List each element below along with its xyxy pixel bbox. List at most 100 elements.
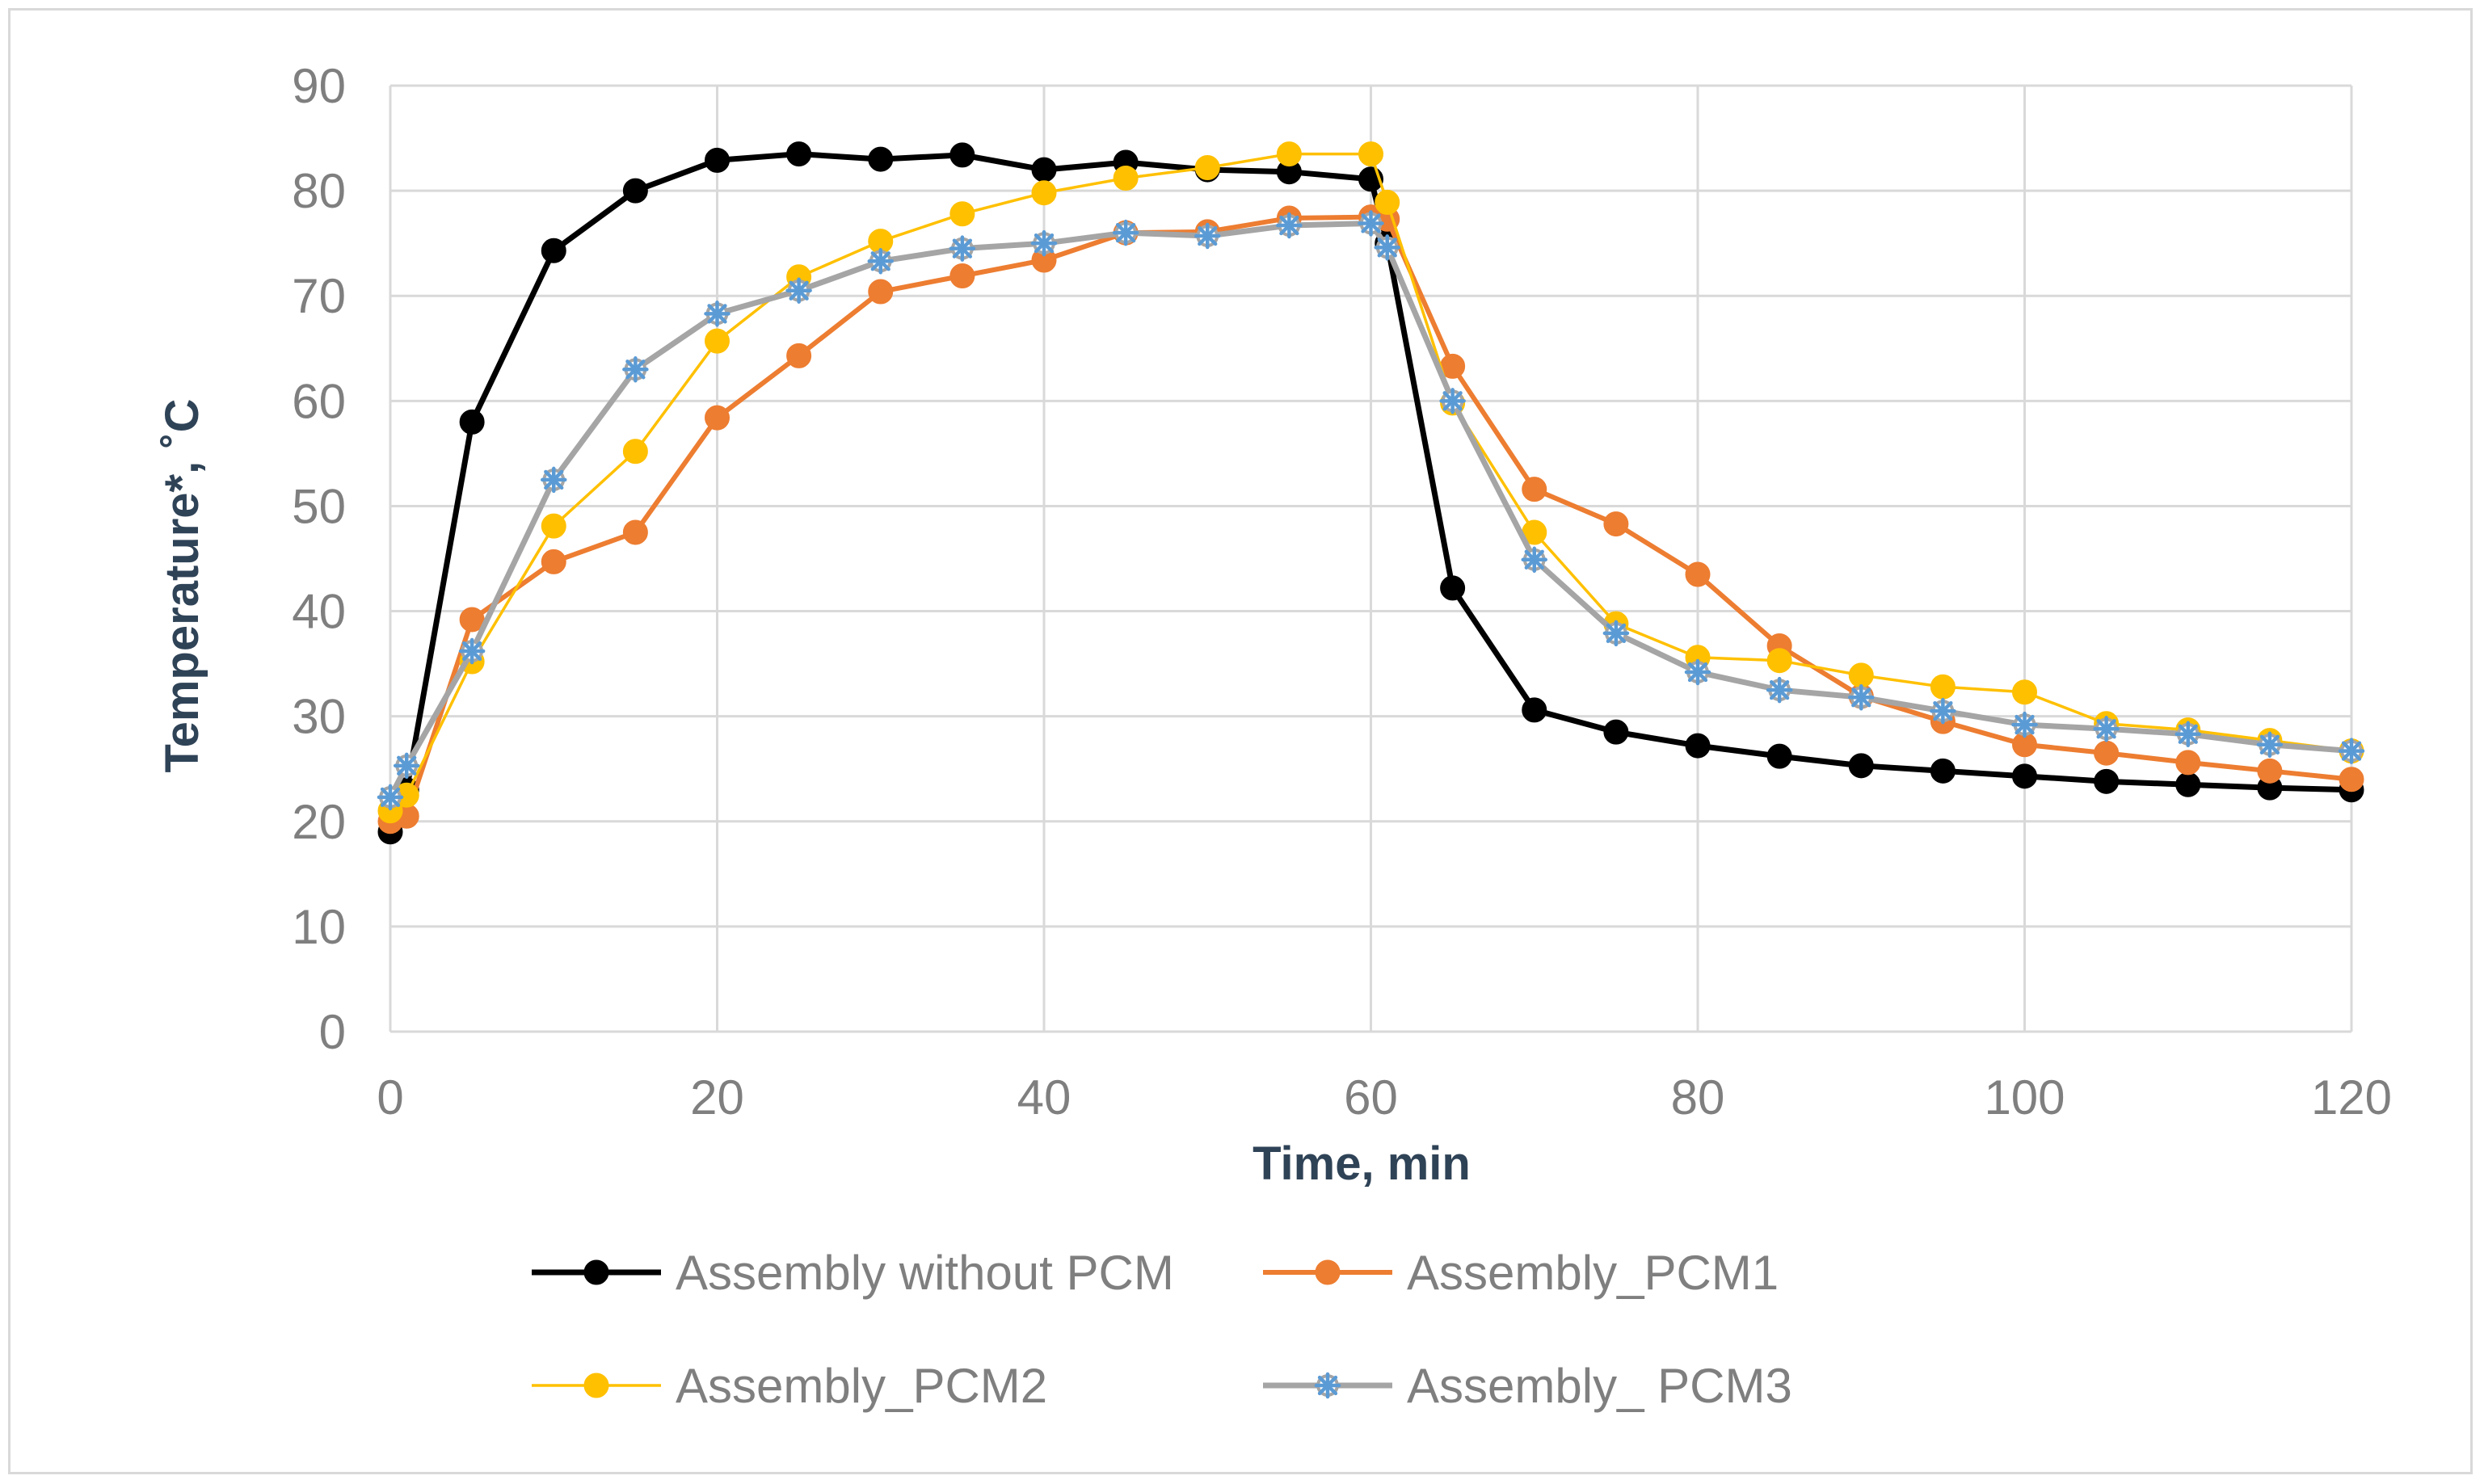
data-point [1439,388,1466,414]
data-point [2094,740,2120,766]
data-point [2094,768,2120,794]
data-point [1603,719,1629,745]
data-point [786,141,812,167]
data-point [2338,738,2365,764]
data-point [1521,546,1547,574]
data-point [867,248,894,275]
data-point [1113,165,1139,191]
data-point-ray [789,280,809,301]
data-point [2012,679,2037,705]
data-point [541,549,566,574]
data-point-ray [1606,623,1627,644]
chart-frame [8,8,2473,1474]
data-point [1848,662,1874,688]
data-point [949,263,975,289]
data-point [1276,141,1302,167]
data-point [705,328,730,354]
data-point [1276,212,1303,239]
legend-label: Assembly_ PCM3 [1407,1359,1792,1413]
data-point [1375,189,1400,215]
data-point-ray [2096,719,2116,739]
data-point [1374,234,1400,261]
data-point [786,343,812,368]
data-point [2175,721,2201,748]
data-point [1440,575,1466,601]
data-point [949,201,975,227]
data-point [541,466,567,494]
legend-item: Assembly_ PCM3 [1263,1359,1792,1413]
data-point-ray [380,787,401,808]
data-point [1930,674,1956,700]
data-point-ray [1115,223,1136,243]
y-tick-label: 10 [292,900,346,954]
data-point-ray [1687,662,1708,683]
data-point [1194,222,1221,250]
y-tick-label: 20 [292,795,346,849]
data-point-ray [1279,215,1299,236]
data-point [622,439,648,465]
data-point-ray [461,641,482,662]
data-point [1766,676,1793,704]
x-tick-label: 80 [1671,1070,1725,1125]
data-point [785,277,812,304]
data-point [704,301,730,327]
data-point [1358,210,1384,237]
data-point-ray [1361,213,1381,233]
data-point-ray [544,469,564,490]
data-point [459,409,485,435]
y-tick-label: 90 [292,59,346,113]
data-point [622,356,649,383]
series-group [377,141,2365,845]
data-point-ray [1933,701,1953,721]
data-point [1685,561,1711,587]
y-tick-label: 50 [292,479,346,533]
x-tick-label: 60 [1344,1070,1398,1125]
y-tick-label: 80 [292,164,346,218]
data-point-ray [870,251,890,271]
data-point [1930,758,1956,784]
data-point [1358,141,1383,167]
data-point-ray [952,238,973,259]
data-point-ray [1377,238,1397,258]
data-point [2339,767,2364,792]
data-point [1030,229,1058,257]
y-tick-label: 40 [292,585,346,639]
data-point [1314,1372,1341,1399]
legend: Assembly without PCM Assembly_PCM1 Assembl… [532,1246,1792,1413]
data-point [1930,697,1956,725]
legend-label: Assembly without PCM [676,1246,1174,1300]
data-point [1685,733,1711,759]
data-point [458,637,486,665]
legend-label: Assembly_PCM1 [1407,1246,1779,1300]
x-tick-label: 100 [1984,1070,2065,1125]
data-point [2256,731,2284,759]
data-point [1684,658,1711,686]
series-1 [377,204,2364,834]
data-point [1194,154,1220,180]
x-axis-ticks: 0 20 40 60 80 100 120 [377,1070,2392,1125]
data-point [622,519,648,545]
data-point [1522,697,1547,723]
data-point [1603,511,1629,537]
x-tick-label: 40 [1017,1070,1071,1125]
data-point [1848,753,1874,779]
data-point [583,1259,609,1285]
data-point [377,784,404,811]
legend-label: Assembly_PCM2 [676,1359,1047,1413]
legend-item: Assembly_PCM2 [532,1359,1047,1413]
x-tick-label: 20 [690,1070,744,1125]
data-point [1522,477,1547,502]
data-point-ray [625,359,646,380]
x-tick-label: 120 [2311,1070,2392,1125]
data-point [393,752,420,780]
data-point [1766,743,1792,769]
data-point-ray [2015,714,2035,735]
data-point-ray [1442,391,1463,411]
data-point [1112,219,1139,246]
data-point [541,238,566,263]
data-point [2175,771,2201,797]
series-3 [377,210,2365,811]
data-point [1602,620,1630,647]
data-point-ray [1198,225,1218,246]
data-point-ray [397,755,417,776]
